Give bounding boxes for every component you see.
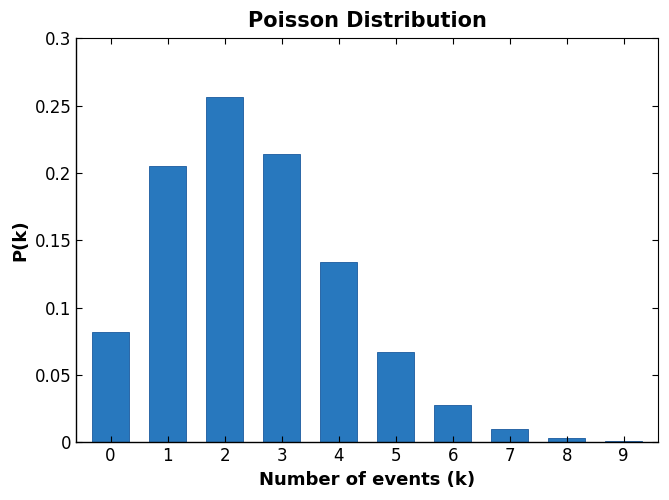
Y-axis label: P(k): P(k) bbox=[11, 220, 29, 261]
X-axis label: Number of events (k): Number of events (k) bbox=[259, 471, 475, 489]
Bar bbox=[434, 405, 471, 442]
Bar bbox=[149, 166, 186, 442]
Bar bbox=[320, 262, 357, 442]
Bar bbox=[92, 332, 129, 442]
Bar bbox=[491, 429, 529, 442]
Title: Poisson Distribution: Poisson Distribution bbox=[248, 11, 486, 31]
Bar bbox=[377, 352, 414, 442]
Bar bbox=[548, 438, 585, 442]
Bar bbox=[206, 97, 243, 443]
Bar bbox=[263, 154, 300, 443]
